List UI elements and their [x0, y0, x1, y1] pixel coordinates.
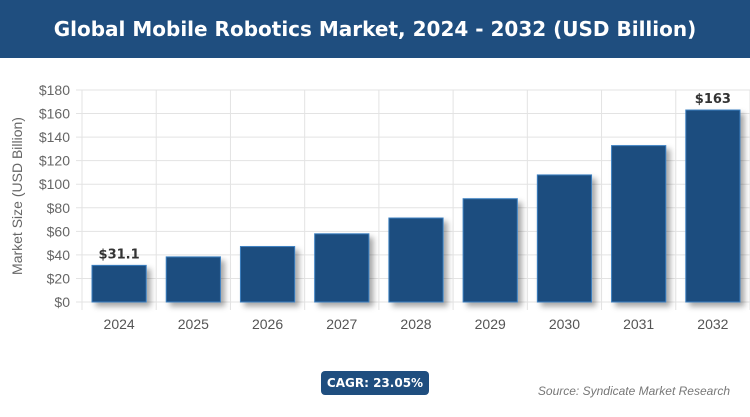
x-tick-label: 2031 [623, 316, 654, 332]
x-tick-label: 2029 [475, 316, 506, 332]
bar-2029 [462, 198, 518, 303]
source-note: Source: Syndicate Market Research [537, 384, 730, 398]
x-tick-label: 2027 [326, 316, 357, 332]
data-label: $163 [695, 92, 731, 107]
x-tick-label: 2028 [400, 316, 431, 332]
y-tick-label: $100 [39, 176, 70, 192]
x-tick-label: 2024 [104, 316, 135, 332]
x-tick-label: 2032 [697, 316, 728, 332]
bar-2024 [91, 264, 147, 303]
data-label: $31.1 [99, 247, 140, 262]
bar-2032 [685, 109, 741, 303]
y-tick-label: $80 [47, 200, 71, 216]
y-tick-label: $180 [39, 82, 70, 98]
bar-2027 [314, 233, 370, 303]
y-tick-label: $140 [39, 129, 70, 145]
x-tick-label: 2030 [549, 316, 580, 332]
x-tick-label: 2026 [252, 316, 283, 332]
y-tick-label: $40 [47, 247, 71, 263]
y-axis-label: Market Size (USD Billion) [9, 117, 25, 275]
bar-2025 [165, 256, 221, 303]
y-tick-label: $120 [39, 153, 70, 169]
cagr-badge: CAGR: 23.05% [321, 371, 429, 395]
y-tick-label: $20 [47, 270, 71, 286]
bar-2030 [536, 174, 593, 303]
bar-2026 [239, 246, 296, 303]
chart-title: Global Mobile Robotics Market, 2024 - 20… [0, 0, 750, 58]
y-tick-label: $60 [47, 223, 71, 239]
x-tick-label: 2025 [178, 316, 209, 332]
bar-2028 [388, 217, 444, 303]
bar-2031 [611, 145, 667, 303]
y-tick-label: $0 [54, 294, 70, 310]
y-tick-label: $160 [39, 106, 70, 122]
